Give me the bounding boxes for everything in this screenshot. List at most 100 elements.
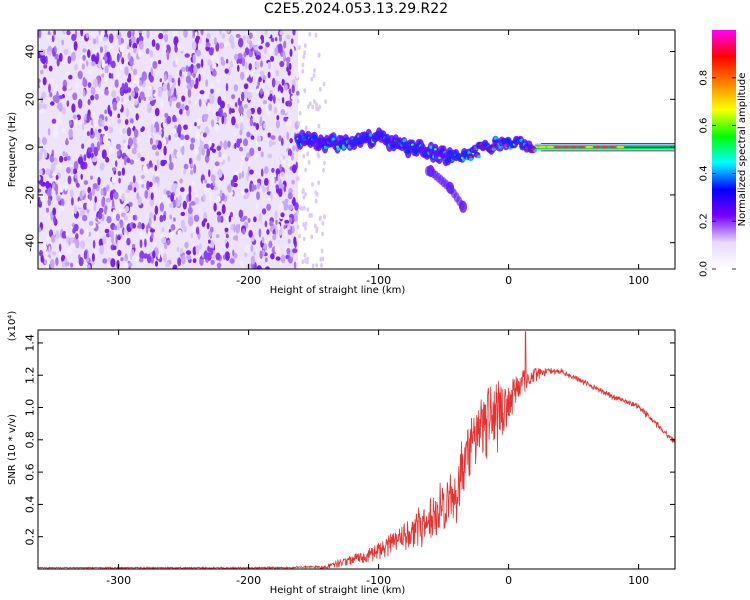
noise-speckle [134, 255, 140, 262]
noise-speckle [264, 166, 269, 175]
noise-speckle [74, 174, 78, 179]
noise-speckle [272, 233, 277, 241]
noise-speckle [101, 73, 105, 78]
noise-speckle [171, 83, 175, 92]
noise-speckle [90, 95, 95, 101]
noise-speckle [242, 228, 246, 235]
noise-speckle [214, 161, 220, 167]
noise-speckle [313, 68, 316, 73]
noise-speckle [228, 215, 232, 223]
noise-speckle [86, 131, 90, 137]
noise-speckle [280, 137, 284, 146]
noise-speckle [139, 40, 144, 50]
noise-speckle [51, 251, 57, 256]
signal-blob [341, 145, 346, 150]
noise-speckle [243, 83, 249, 90]
noise-speckle [249, 182, 252, 192]
noise-speckle [241, 263, 245, 269]
noise-speckle [98, 238, 104, 247]
noise-speckle [143, 96, 147, 102]
noise-speckle [132, 68, 138, 76]
noise-speckle [82, 214, 88, 222]
noise-speckle [71, 197, 74, 206]
noise-speckle [194, 122, 197, 127]
noise-speckle [257, 38, 262, 45]
noise-speckle [264, 177, 269, 186]
noise-speckle [225, 234, 229, 239]
noise-speckle [311, 182, 314, 187]
noise-speckle [155, 139, 159, 146]
snr-series-line [38, 331, 675, 569]
noise-speckle [40, 254, 44, 263]
noise-speckle [48, 83, 51, 93]
noise-speckle [195, 226, 200, 235]
noise-speckle [302, 236, 306, 242]
noise-speckle [203, 193, 206, 203]
noise-speckle [224, 227, 229, 232]
noise-speckle [317, 180, 321, 186]
noise-speckle [97, 212, 103, 220]
noise-speckle [322, 167, 325, 173]
noise-speckle [308, 31, 312, 37]
noise-speckle [176, 246, 180, 253]
noise-speckle [72, 92, 78, 101]
noise-speckle [239, 129, 243, 136]
noise-speckle [287, 100, 293, 107]
noise-speckle [287, 239, 291, 244]
noise-speckle [279, 202, 284, 213]
noise-speckle [275, 37, 278, 42]
noise-speckle [150, 257, 154, 264]
noise-speckle [254, 184, 257, 191]
noise-speckle [48, 245, 51, 256]
noise-speckle [270, 253, 275, 260]
noise-speckle [110, 73, 114, 79]
noise-speckle [252, 108, 255, 114]
noise-speckle [92, 183, 98, 190]
noise-speckle [73, 40, 78, 51]
noise-speckle [134, 99, 138, 106]
noise-speckle [237, 64, 240, 72]
noise-speckle [169, 97, 172, 107]
noise-speckle [106, 233, 111, 238]
noise-speckle [311, 104, 314, 110]
noise-speckle [219, 100, 225, 109]
noise-speckle [292, 30, 296, 36]
noise-speckle [193, 65, 198, 74]
noise-speckle [312, 73, 316, 78]
noise-speckle [112, 245, 117, 250]
noise-speckle [275, 225, 278, 236]
noise-speckle [132, 243, 136, 248]
noise-speckle [285, 254, 290, 260]
noise-speckle [258, 76, 262, 83]
noise-speckle [292, 248, 298, 254]
noise-speckle [93, 202, 97, 212]
noise-speckle [238, 209, 244, 219]
noise-speckle [257, 178, 262, 183]
noise-speckle [213, 202, 217, 212]
noise-speckle [64, 182, 68, 192]
noise-speckle [275, 80, 281, 86]
noise-speckle [50, 101, 55, 106]
noise-speckle [275, 219, 278, 225]
noise-speckle [105, 156, 110, 163]
noise-speckle [198, 98, 202, 107]
noise-speckle [162, 193, 166, 202]
noise-speckle [195, 244, 200, 255]
noise-speckle [173, 148, 177, 156]
noise-speckle [39, 250, 43, 257]
noise-speckle [118, 36, 122, 46]
x-tick-label: -300 [106, 274, 131, 287]
noise-speckle [124, 232, 127, 242]
noise-speckle [105, 184, 110, 192]
noise-speckle [212, 69, 217, 77]
noise-speckle [123, 261, 129, 269]
noise-speckle [285, 34, 291, 40]
noise-speckle [219, 42, 225, 49]
noise-speckle [169, 153, 172, 163]
noise-speckle [216, 145, 222, 151]
noise-speckle [226, 58, 229, 64]
noise-speckle [257, 146, 261, 152]
noise-speckle [202, 132, 207, 138]
noise-speckle [266, 203, 271, 211]
